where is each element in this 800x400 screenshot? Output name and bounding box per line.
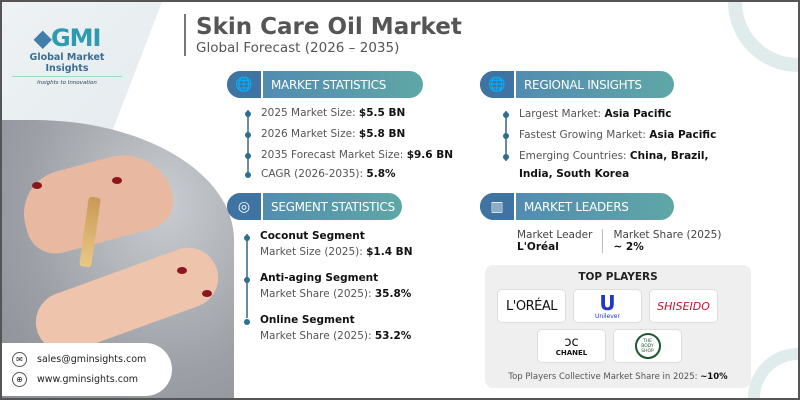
segment-item: Coconut Segment Market Size (2025): $1.4 …	[244, 228, 412, 260]
nail	[112, 177, 122, 184]
stat-item: CAGR (2026-2035): 5.8%	[245, 165, 453, 183]
market-leader-info: Market Leader L'Oréal Market Share (2025)…	[517, 229, 721, 253]
mail-icon: ✉	[12, 351, 27, 367]
collective-share: Top Players Collective Market Share in 2…	[508, 372, 728, 382]
section-label: SEGMENT STATISTICS	[271, 199, 395, 214]
segment-item: Online Segment Market Share (2025): 53.2%	[244, 312, 412, 344]
market-statistics-header: 🌐 MARKET STATISTICS	[227, 71, 423, 98]
brand-tagline: Insights to Innovation	[37, 80, 97, 86]
market-leaders-header: ▥ MARKET LEADERS	[480, 193, 674, 220]
stat-item: 2026 Market Size: $5.8 BN	[245, 125, 453, 143]
region-item: Largest Market: Asia Pacific	[503, 105, 743, 123]
leader-share: ~ 2%	[613, 241, 644, 253]
email-row[interactable]: ✉ sales@gminsights.com	[12, 349, 172, 369]
stat-item: 2035 Forecast Market Size: $9.6 BN	[245, 146, 453, 164]
section-label: REGIONAL INSIGHTS	[524, 77, 642, 92]
contact-card: ✉ sales@gminsights.com ⊕ www.gminsights.co…	[2, 343, 172, 396]
building-chart-icon: ▥	[480, 193, 516, 220]
website-link[interactable]: www.gminsights.com	[37, 373, 139, 385]
email-link[interactable]: sales@gminsights.com	[37, 353, 147, 365]
globe-icon: 🌐	[480, 71, 516, 98]
globe-icon: ⊕	[12, 371, 27, 387]
segment-statistics-list: Coconut Segment Market Size (2025): $1.4 …	[244, 228, 412, 354]
globe-chart-icon: 🌐	[227, 71, 263, 98]
unilever-logo: U Unilever	[573, 289, 642, 323]
top-players-title: TOP PLAYERS	[578, 271, 658, 283]
nail	[177, 267, 187, 274]
brand-name: Global Market Insights	[12, 52, 122, 77]
regional-insights-header: 🌐 REGIONAL INSIGHTS	[480, 71, 674, 98]
segment-statistics-header: ◎ SEGMENT STATISTICS	[227, 193, 402, 220]
title: Skin Care Oil Market	[196, 14, 462, 40]
leader-label: Market Leader	[517, 229, 593, 241]
chanel-logo: ↄc CHANEL	[537, 329, 606, 363]
section-label: MARKET STATISTICS	[271, 77, 387, 92]
nail	[202, 290, 212, 297]
region-item: Emerging Countries: China, Brazil, India…	[503, 147, 743, 183]
website-row[interactable]: ⊕ www.gminsights.com	[12, 369, 172, 389]
page-title: Skin Care Oil Market Global Forecast (20…	[184, 14, 462, 56]
decor-ring	[728, 2, 798, 72]
segment-item: Anti-aging Segment Market Share (2025): 3…	[244, 270, 412, 302]
body-shop-logo: THE BODY SHOP	[613, 329, 682, 363]
regional-insights-list: Largest Market: Asia Pacific Fastest Gro…	[503, 105, 743, 183]
logo-mark: ◆GMI	[33, 24, 102, 52]
top-players-panel: TOP PLAYERS L'ORÉAL U Unilever SHISEIDO ↄ…	[485, 265, 751, 388]
region-item: Fastest Growing Market: Asia Pacific	[503, 126, 743, 144]
target-chart-icon: ◎	[227, 193, 263, 220]
market-statistics-list: 2025 Market Size: $5.5 BN 2026 Market Si…	[245, 104, 453, 183]
decor-ring	[748, 348, 798, 398]
loreal-logo: L'ORÉAL	[497, 289, 566, 323]
shiseido-logo: SHISEIDO	[649, 289, 718, 323]
nail	[32, 182, 42, 189]
gmi-logo[interactable]: ◆GMI Global Market Insights Insights to …	[12, 24, 122, 86]
leader-name: L'Oréal	[517, 241, 559, 253]
subtitle: Global Forecast (2026 – 2035)	[196, 40, 400, 56]
stat-item: 2025 Market Size: $5.5 BN	[245, 104, 453, 122]
section-label: MARKET LEADERS	[524, 199, 629, 214]
share-label: Market Share (2025)	[613, 229, 722, 241]
